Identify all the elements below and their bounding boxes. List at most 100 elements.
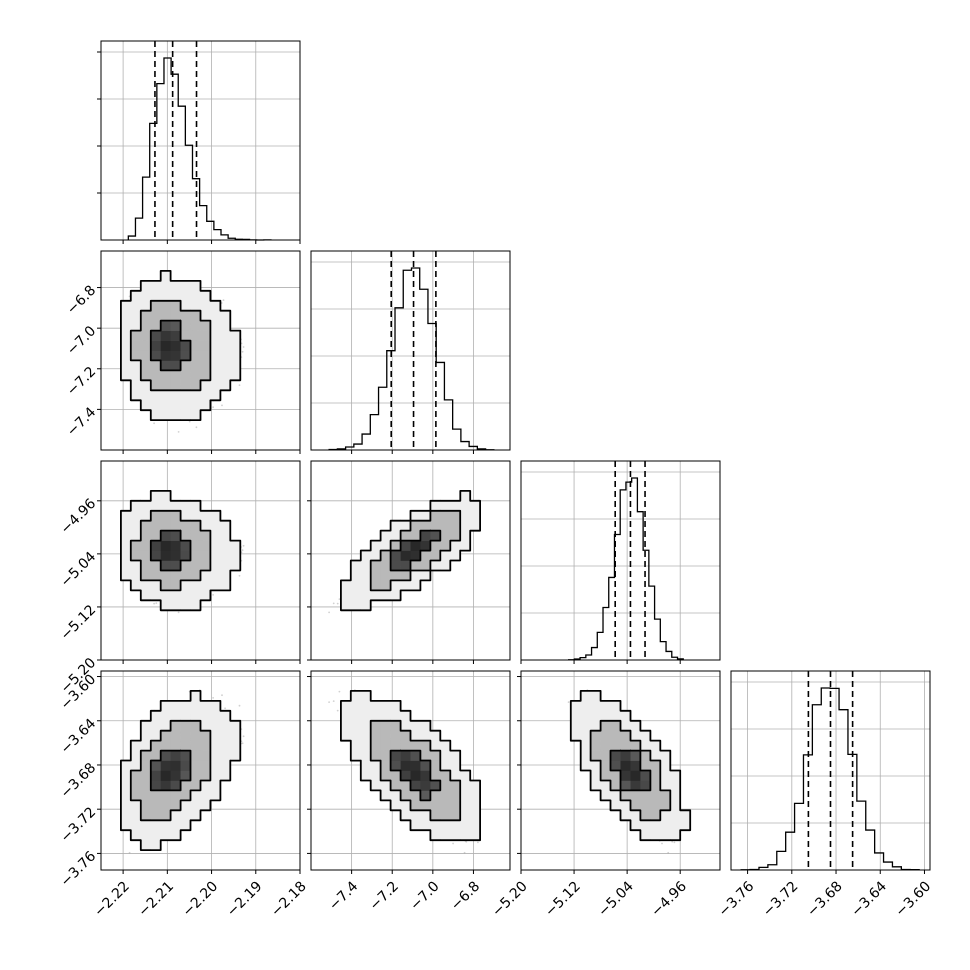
hist-4-frame — [730, 670, 931, 871]
density-cell — [120, 360, 132, 371]
density-cell — [170, 320, 181, 331]
density-cell — [200, 300, 211, 312]
density-cell — [150, 410, 162, 421]
density-cell — [220, 310, 231, 321]
density-cell — [210, 380, 221, 391]
density-cell — [210, 310, 221, 321]
density-cell — [140, 310, 152, 321]
density-cell — [210, 360, 221, 371]
scatter-2-1-density — [120, 270, 241, 421]
density-cell — [180, 390, 191, 401]
density-cell — [210, 390, 221, 401]
hist-1-bars — [127, 57, 272, 241]
density-cell — [160, 290, 171, 302]
density-cell — [160, 300, 171, 312]
density-cell — [140, 340, 152, 351]
hist-2-panel — [310, 250, 511, 454]
hist-1-panel — [100, 40, 301, 244]
density-cell — [170, 300, 181, 312]
density-cell — [160, 370, 171, 381]
density-cell — [180, 320, 191, 331]
hist-2-frame — [310, 250, 511, 451]
density-cell — [170, 340, 181, 351]
sample-point — [212, 406, 215, 409]
hist-4-panel — [730, 670, 931, 874]
density-cell — [140, 370, 152, 381]
density-cell — [170, 280, 181, 292]
density-cell — [160, 320, 171, 331]
density-cell — [150, 330, 162, 341]
density-cell — [190, 320, 201, 331]
density-cell — [190, 290, 201, 302]
density-cell — [220, 370, 231, 381]
density-cell — [120, 340, 132, 351]
density-cell — [160, 310, 171, 321]
scatter-3-1-panel — [97, 460, 301, 664]
density-cell — [190, 280, 201, 292]
density-cell — [120, 350, 132, 361]
density-cell — [160, 330, 171, 341]
density-cell — [200, 350, 211, 361]
hist-3-panel — [520, 460, 721, 664]
density-cell — [180, 290, 191, 302]
density-cell — [130, 310, 142, 321]
density-cell — [210, 340, 221, 351]
density-cell — [180, 360, 191, 371]
sample-point — [242, 346, 245, 348]
density-cell — [160, 340, 171, 351]
density-cell — [170, 400, 181, 411]
sample-point — [153, 422, 156, 425]
density-cell — [120, 310, 132, 321]
density-cell — [210, 320, 221, 331]
density-cell — [150, 290, 162, 302]
density-cell — [130, 340, 142, 351]
density-cell — [180, 370, 191, 381]
density-cell — [170, 390, 181, 401]
density-cell — [130, 300, 142, 312]
density-cell — [230, 330, 241, 341]
density-cell — [220, 320, 231, 331]
density-cell — [180, 340, 191, 351]
density-cell — [160, 350, 171, 361]
density-cell — [180, 310, 191, 321]
density-cell — [190, 400, 201, 411]
density-cell — [140, 330, 152, 341]
density-cell — [180, 280, 191, 292]
density-cell — [150, 280, 162, 292]
density-cell — [220, 340, 231, 351]
density-cell — [140, 380, 152, 391]
density-cell — [190, 340, 201, 351]
density-cell — [130, 380, 142, 391]
density-cell — [220, 380, 231, 391]
density-cell — [230, 340, 241, 351]
density-cell — [230, 350, 241, 361]
density-cell — [150, 390, 162, 401]
density-cell — [150, 300, 162, 312]
density-cell — [170, 380, 181, 391]
density-cell — [170, 310, 181, 321]
density-cell — [190, 370, 201, 381]
density-cell — [180, 300, 191, 312]
density-cell — [200, 380, 211, 391]
density-cell — [210, 330, 221, 341]
density-cell — [150, 320, 162, 331]
hist-3-frame — [520, 460, 721, 661]
density-cell — [200, 360, 211, 371]
density-cell — [120, 330, 132, 341]
density-cell — [140, 390, 152, 401]
density-cell — [130, 290, 142, 302]
density-cell — [160, 280, 171, 292]
density-cell — [200, 370, 211, 381]
density-cell — [190, 390, 201, 401]
density-cell — [200, 290, 211, 302]
density-cell — [130, 360, 142, 371]
hist-3-bars — [567, 477, 684, 661]
density-cell — [160, 400, 171, 411]
density-cell — [150, 310, 162, 321]
density-cell — [150, 370, 162, 381]
density-cell — [210, 350, 221, 361]
density-cell — [160, 390, 171, 401]
density-cell — [160, 410, 171, 421]
density-cell — [200, 390, 211, 401]
